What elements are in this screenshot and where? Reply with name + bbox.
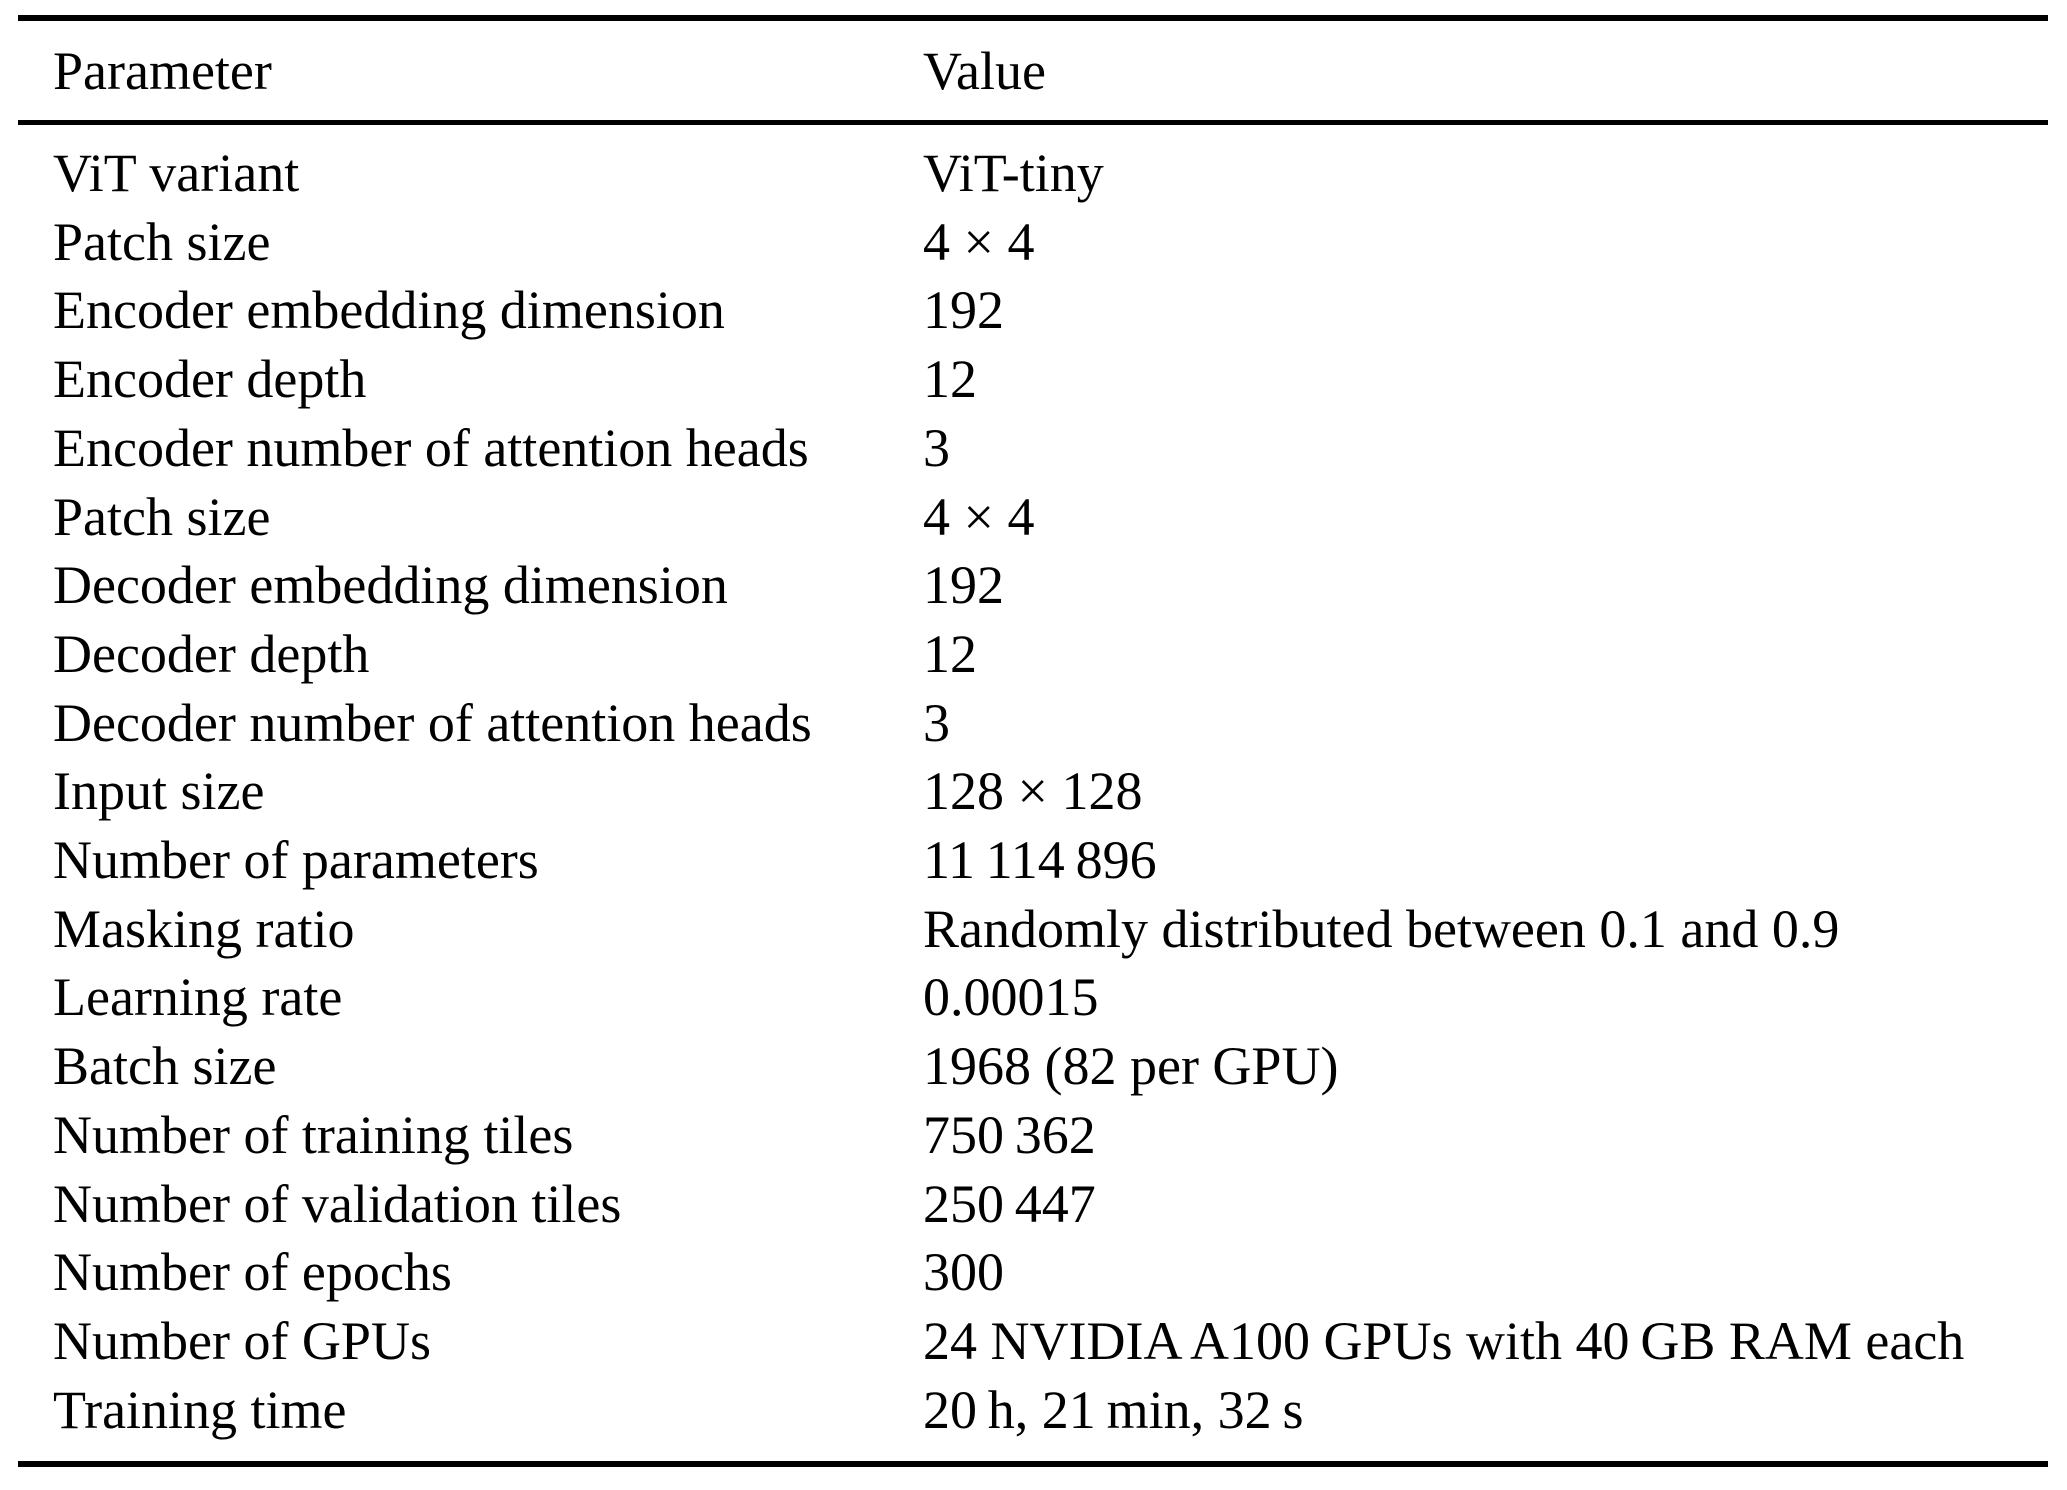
value-cell: 3: [923, 692, 950, 753]
table-row: Number of parameters 11 114 896: [18, 826, 2048, 895]
table-bottom-rule: [18, 1461, 2048, 1468]
table-row: Number of epochs 300: [18, 1238, 2048, 1307]
table-row: Number of training tiles 750 362: [18, 1101, 2048, 1170]
value-cell: 192: [923, 280, 1004, 341]
column-header-value: Value: [923, 41, 1046, 101]
table-row: Learning rate 0.00015: [18, 963, 2048, 1032]
parameter-cell: Patch size: [53, 211, 271, 272]
value-cell: 4 × 4: [923, 486, 1035, 547]
table-row: Encoder depth 12: [18, 345, 2048, 414]
table-header-row: Parameter Value: [18, 21, 2048, 120]
table-row: Encoder number of attention heads 3: [18, 414, 2048, 483]
value-cell: 0.00015: [923, 967, 1099, 1028]
table-row: Masking ratio Randomly distributed betwe…: [18, 895, 2048, 964]
table-top-rule: [18, 15, 2048, 21]
value-cell: 750 362: [923, 1104, 1096, 1165]
parameter-cell: Encoder depth: [53, 349, 367, 410]
table-row: Patch size 4 × 4: [18, 483, 2048, 552]
parameter-cell: Training time: [53, 1379, 347, 1440]
table-row: ViT variant ViT-tiny: [18, 139, 2048, 208]
table-row: Decoder embedding dimension 192: [18, 551, 2048, 620]
value-cell: ViT-tiny: [923, 143, 1104, 203]
parameter-cell: Patch size: [53, 486, 271, 547]
table-row: Patch size 4 × 4: [18, 208, 2048, 277]
table-row: Input size 128 × 128: [18, 757, 2048, 826]
parameter-cell: Encoder number of attention heads: [53, 417, 809, 478]
parameter-cell: Number of GPUs: [53, 1310, 431, 1371]
parameter-cell: Number of validation tiles: [53, 1173, 622, 1234]
value-cell: 128 × 128: [923, 761, 1143, 822]
parameter-cell: Masking ratio: [53, 898, 355, 959]
value-cell: 12: [923, 349, 977, 410]
table-row: Number of validation tiles 250 447: [18, 1170, 2048, 1239]
value-cell: 192: [923, 555, 1004, 616]
table-row: Number of GPUs 24 NVIDIA A100 GPUs with …: [18, 1307, 2048, 1376]
table-row: Encoder embedding dimension 192: [18, 276, 2048, 345]
table-row: Decoder depth 12: [18, 620, 2048, 689]
value-cell: 12: [923, 623, 977, 684]
table-row: Decoder number of attention heads 3: [18, 689, 2048, 758]
parameter-cell: Decoder depth: [53, 623, 370, 684]
value-cell: 3: [923, 417, 950, 478]
parameter-cell: Input size: [53, 761, 265, 822]
table-header-rule: [18, 120, 2048, 125]
parameters-table: Parameter Value ViT variant ViT-tiny Pat…: [18, 15, 2048, 1468]
table-row: Training time 20 h, 21 min, 32 s: [18, 1376, 2048, 1445]
value-cell: Randomly distributed between 0.1 and 0.9: [923, 898, 1840, 959]
parameter-cell: Number of parameters: [53, 830, 539, 891]
parameter-cell: Decoder number of attention heads: [53, 692, 812, 753]
parameter-cell: Learning rate: [53, 967, 343, 1028]
value-cell: 1968 (82 per GPU): [923, 1036, 1339, 1097]
table-row: Batch size 1968 (82 per GPU): [18, 1032, 2048, 1101]
value-cell: 4 × 4: [923, 211, 1035, 272]
parameter-cell: Encoder embedding dimension: [53, 280, 725, 341]
parameter-cell: Number of epochs: [53, 1242, 452, 1303]
table-body: ViT variant ViT-tiny Patch size 4 × 4 En…: [18, 125, 2048, 1461]
parameter-cell: Decoder embedding dimension: [53, 555, 728, 616]
value-cell: 250 447: [923, 1173, 1096, 1234]
value-cell: 24 NVIDIA A100 GPUs with 40 GB RAM each: [923, 1310, 1965, 1371]
column-header-parameter: Parameter: [53, 41, 272, 101]
parameter-cell: Number of training tiles: [53, 1104, 574, 1165]
value-cell: 20 h, 21 min, 32 s: [923, 1379, 1304, 1440]
parameter-cell: ViT variant: [53, 143, 300, 203]
value-cell: 300: [923, 1242, 1004, 1303]
parameter-cell: Batch size: [53, 1036, 277, 1097]
value-cell: 11 114 896: [923, 830, 1157, 891]
